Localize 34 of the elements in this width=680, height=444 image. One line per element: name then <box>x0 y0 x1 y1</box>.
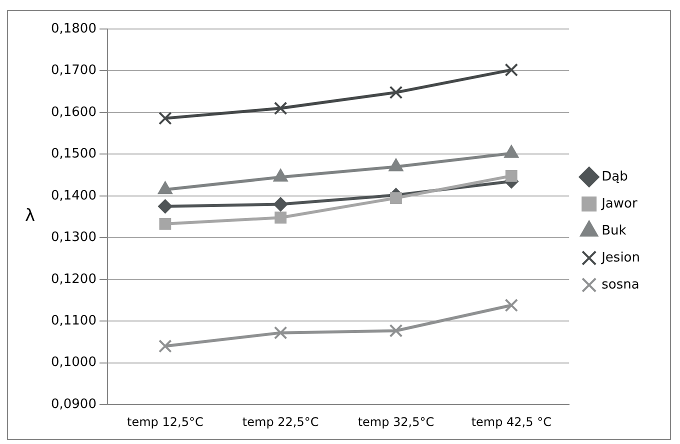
y-tick-label: 0,1600 <box>50 104 96 120</box>
point <box>274 197 288 212</box>
point <box>504 298 518 312</box>
x-tick-label: temp 32,5°C <box>358 414 434 429</box>
y-tick-label: 0,1700 <box>50 63 96 78</box>
legend-label: sosna <box>602 277 640 292</box>
x-tick-label: temp 42,5 °C <box>471 414 552 429</box>
y-tick-label: 0,1500 <box>50 146 96 162</box>
point <box>389 324 403 338</box>
y-tick-label: 0,1400 <box>50 188 96 204</box>
legend-label: Dąb <box>602 169 628 184</box>
point <box>504 63 518 77</box>
point <box>274 212 287 224</box>
point <box>158 112 172 125</box>
y-tick-label: 0,1100 <box>50 314 96 329</box>
y-tick-label: 0,1800 <box>50 21 96 36</box>
point <box>159 218 172 230</box>
y-tick-label: 0,1300 <box>50 230 96 246</box>
x-tick-label: temp 12,5°C <box>127 414 204 429</box>
point <box>274 326 288 340</box>
point <box>389 86 403 100</box>
point <box>158 340 172 353</box>
point <box>274 102 288 115</box>
y-axis-title: λ <box>24 206 36 226</box>
x-tick-label: temp 22,5°C <box>242 414 319 429</box>
y-tick-label: 0,1200 <box>50 272 96 287</box>
y-tick-label: 0,0900 <box>50 396 96 412</box>
y-tick-label: 0,1000 <box>50 355 96 370</box>
legend-label: Buk <box>602 223 627 238</box>
point <box>505 170 518 182</box>
point <box>158 199 172 214</box>
legend-label: Jesion <box>600 250 640 266</box>
legend-label: Jawor <box>600 196 638 212</box>
point <box>390 192 402 204</box>
